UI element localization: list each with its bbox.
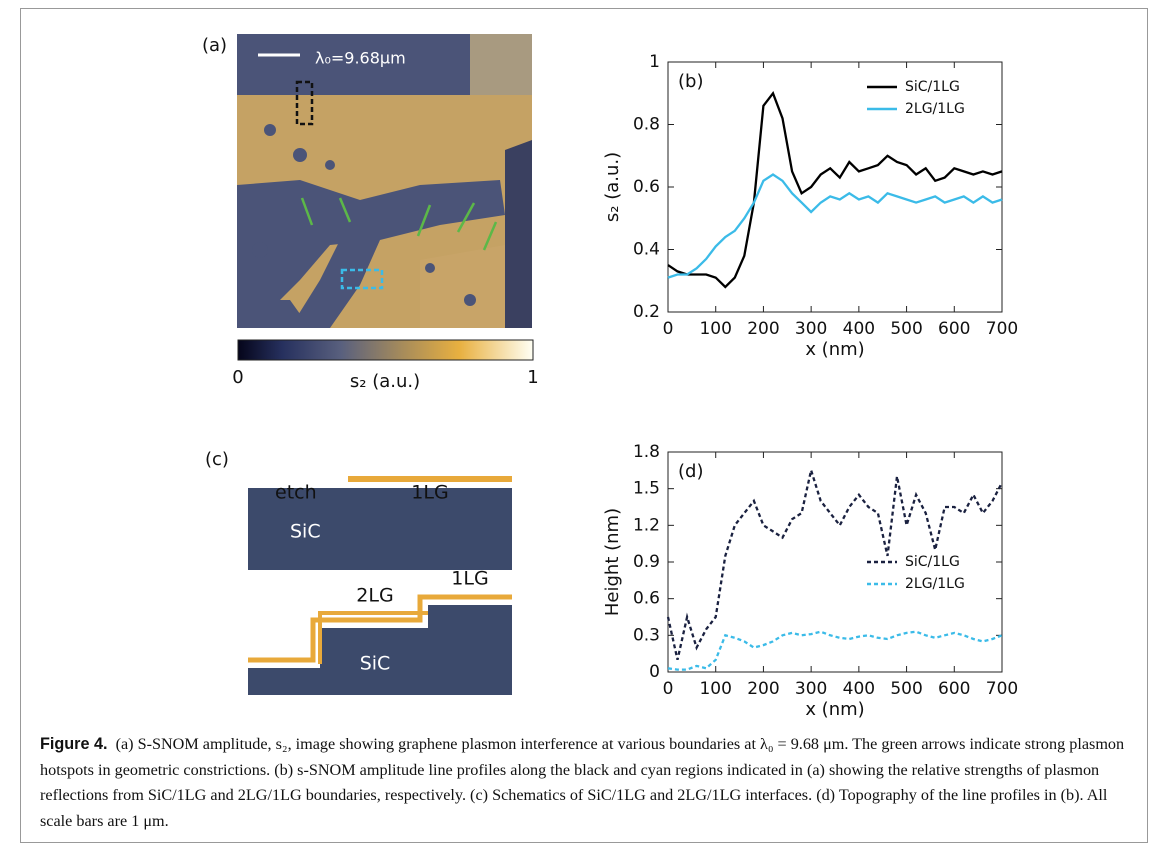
- y-tick-label: 1.8: [633, 442, 660, 462]
- x-tick-label: 100: [699, 679, 731, 699]
- x-axis-label: x (nm): [805, 699, 864, 720]
- snom-image: λ₀=9.68μm: [237, 34, 532, 328]
- schematic-label: 1LG: [411, 482, 448, 504]
- graphene-layer: [348, 476, 512, 482]
- colorbar-label: s₂ (a.u.): [350, 371, 420, 392]
- caption: Figure 4. (a) S-SNOM amplitude, s₂, imag…: [40, 732, 1130, 834]
- y-tick-label: 0.6: [633, 589, 660, 609]
- colorbar-tick: 0: [232, 367, 243, 388]
- panel-label: (a): [202, 35, 227, 56]
- legend-label: SiC/1LG: [905, 554, 960, 570]
- x-axis-label: x (nm): [805, 339, 864, 360]
- sic-step: [248, 605, 512, 695]
- series-line: [667, 90, 1003, 289]
- panel-label: (c): [205, 449, 229, 470]
- x-tick-label: 400: [843, 679, 875, 699]
- y-tick-label: 0.3: [633, 625, 660, 645]
- series-line: [667, 630, 1003, 671]
- x-tick-label: 700: [986, 679, 1018, 699]
- graphene-layer: [318, 611, 428, 664]
- caption-label: Figure 4.: [40, 735, 108, 753]
- schematic-label: SiC: [290, 521, 321, 543]
- plot-frame: [667, 451, 1003, 673]
- figure: (a) λ₀=9.68μm 0 1 s₂ (a.u.) (c) etch 1LG…: [202, 34, 1018, 720]
- schematic-label: etch: [275, 482, 317, 504]
- series-line: [666, 465, 1004, 661]
- y-axis-label: Height (nm): [602, 508, 623, 616]
- x-tick-label: 600: [938, 319, 970, 339]
- y-tick-label: 0.9: [633, 552, 660, 572]
- sic-block: [248, 488, 512, 570]
- y-tick-label: 0.6: [633, 177, 660, 197]
- x-tick-label: 400: [843, 319, 875, 339]
- y-tick-label: 1: [649, 52, 660, 72]
- y-tick-label: 0.2: [633, 302, 660, 322]
- legend-label: 2LG/1LG: [905, 101, 965, 117]
- x-tick-label: 700: [986, 319, 1018, 339]
- plot-frame: [667, 61, 1003, 313]
- schematic-label: 2LG: [356, 585, 393, 607]
- y-tick-label: 0.8: [633, 115, 660, 135]
- panel-label: (b): [678, 71, 703, 92]
- x-tick-label: 600: [938, 679, 970, 699]
- graphene-layer: [248, 594, 512, 663]
- x-tick-label: 500: [890, 319, 922, 339]
- scale-label: λ₀=9.68μm: [315, 49, 406, 68]
- x-tick-label: 200: [747, 679, 779, 699]
- schematic-label: SiC: [360, 653, 391, 675]
- x-tick-label: 0: [663, 679, 674, 699]
- colorbar: [237, 339, 534, 361]
- x-tick-label: 100: [699, 319, 731, 339]
- y-tick-label: 1.5: [633, 479, 660, 499]
- legend-label: 2LG/1LG: [905, 576, 965, 592]
- y-tick-label: 1.2: [633, 515, 660, 535]
- legend-label: SiC/1LG: [905, 79, 960, 95]
- y-tick-label: 0: [649, 662, 660, 682]
- x-tick-label: 200: [747, 319, 779, 339]
- x-tick-label: 0: [663, 319, 674, 339]
- x-tick-label: 300: [795, 679, 827, 699]
- caption-text: (a) S-SNOM amplitude, s₂, image showing …: [40, 735, 1125, 830]
- schematic-label: 1LG: [451, 568, 488, 590]
- x-tick-label: 500: [890, 679, 922, 699]
- y-axis-label: s₂ (a.u.): [602, 152, 623, 222]
- panel-label: (d): [678, 461, 703, 482]
- x-tick-label: 300: [795, 319, 827, 339]
- y-tick-label: 0.4: [633, 240, 660, 260]
- series-line: [667, 173, 1003, 279]
- colorbar-tick: 1: [527, 367, 538, 388]
- figure-frame: [20, 8, 1148, 843]
